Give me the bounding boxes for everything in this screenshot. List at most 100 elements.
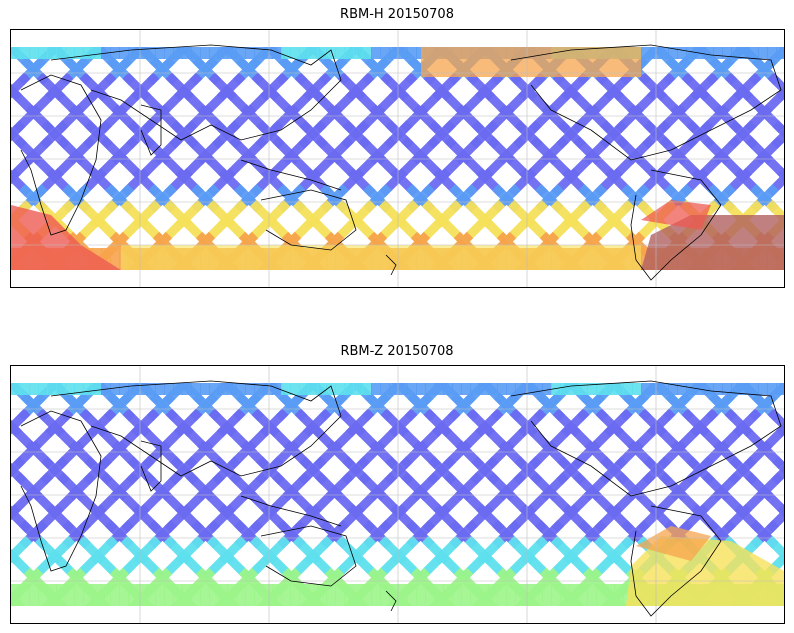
swath-polar-cell-north (182, 47, 192, 59)
swath-polar-cell-south (101, 584, 111, 606)
swath-polar-cell-south (587, 584, 597, 606)
swath-polar-cell-south (371, 584, 381, 606)
coastline-path (140, 104, 162, 156)
swath-polar-cell-south (29, 584, 39, 606)
swath-polar-cell-north (209, 47, 219, 59)
swath-polar-cell-south (290, 584, 300, 606)
swath-polar-cell-south (11, 584, 21, 606)
swath-polar-cell-south (110, 248, 120, 270)
hotspot-north-pacific (421, 47, 641, 77)
swath-polar-cell-north (200, 47, 210, 59)
swath-polar-cell-north (380, 383, 390, 395)
swath-polar-cell-north (38, 47, 48, 59)
swath-polar-cell-north (560, 383, 570, 395)
swath-polar-cell-north (758, 383, 768, 395)
coastline-path (630, 505, 722, 617)
swath-polar-cell-north (173, 47, 183, 59)
swath-polar-cell-north (686, 383, 696, 395)
swath-polar-cell-south (443, 584, 453, 606)
coastline-path (240, 159, 342, 191)
swath-polar-cell-south (92, 584, 102, 606)
swath-polar-cell-north (263, 47, 273, 59)
swath-polar-cell-north (92, 383, 102, 395)
swath-polar-cell-north (641, 383, 651, 395)
swath-polar-cell-north (326, 383, 336, 395)
swath-polar-cell-north (83, 47, 93, 59)
swath-polar-cell-north (65, 47, 75, 59)
swath-segment (11, 456, 26, 478)
swath-polar-cell-north (398, 383, 408, 395)
swath-polar-cell-south (425, 584, 435, 606)
swath-polar-cell-south (227, 584, 237, 606)
swath-polar-cell-north (569, 383, 579, 395)
swath-polar-cell-south (137, 584, 147, 606)
hotspot-south-atlantic-core (641, 200, 711, 230)
swath-polar-cell-north (38, 383, 48, 395)
hotspot-south-atlantic (641, 215, 784, 270)
swath-polar-cell-south (569, 584, 579, 606)
swath-polar-cell-north (308, 383, 318, 395)
graticule (11, 30, 784, 287)
swath-polar-cell-north (20, 47, 30, 59)
hotspot-south-atlantic-core (636, 526, 711, 561)
swath-polar-cell-north (137, 47, 147, 59)
swath-polar-cell-south (497, 584, 507, 606)
swath-polar-cell-north (497, 383, 507, 395)
swath-polar-cell-north (740, 47, 750, 59)
graticule (11, 366, 784, 623)
swath-polar-cell-north (83, 383, 93, 395)
swath-polar-cell-south (83, 584, 93, 606)
coastline-path (20, 410, 102, 572)
swath-polar-cell-south (488, 584, 498, 606)
map-title-rbm-h: RBM-H 20150708 (340, 7, 454, 22)
swath-polar-cell-north (632, 383, 642, 395)
swath-polar-cell-north (722, 383, 732, 395)
swath-polar-cell-south (209, 584, 219, 606)
swath-polar-cell-south (470, 584, 480, 606)
swath-polar-cell-north (731, 383, 741, 395)
swath-polar-cell-north (335, 47, 345, 59)
swath-polar-cell-north (218, 47, 228, 59)
swath-map-rbm-h (11, 30, 784, 287)
swath-polar-cell-north (668, 47, 678, 59)
map-title-rbm-z: RBM-Z 20150708 (340, 344, 454, 359)
swath-polar-cell-south (344, 584, 354, 606)
swath-group (11, 383, 784, 606)
swath-polar-cell-north (731, 47, 741, 59)
swath-polar-cell-north (740, 383, 750, 395)
swath-polar-cell-north (281, 383, 291, 395)
swath-polar-cell-south (218, 584, 228, 606)
swath-polar-cell-north (290, 47, 300, 59)
swath-polar-cell-north (677, 383, 687, 395)
swath-polar-cell-north (722, 47, 732, 59)
coastline-path (510, 380, 782, 497)
swath-polar-cell-north (110, 383, 120, 395)
swath-polar-cell-north (173, 383, 183, 395)
swath-polar-cell-north (191, 47, 201, 59)
swath-polar-cell-north (758, 47, 768, 59)
swath-polar-cell-south (542, 584, 552, 606)
swath-polar-cell-north (704, 383, 714, 395)
coastline-path (20, 74, 102, 236)
swath-polar-cell-north (353, 47, 363, 59)
swath-polar-cell-north (452, 383, 462, 395)
swath-polar-cell-north (263, 383, 273, 395)
swath-polar-cell-north (704, 47, 714, 59)
swath-polar-cell-south (56, 584, 66, 606)
swath-polar-cell-north (65, 383, 75, 395)
swath-polar-cell-south (452, 584, 462, 606)
swath-segment (767, 408, 784, 432)
swath-polar-cell-north (461, 383, 471, 395)
swath-group (11, 47, 784, 270)
swath-segment (765, 199, 784, 225)
swath-polar-cell-south (578, 584, 588, 606)
swath-polar-cell-north (236, 47, 246, 59)
swath-segment (772, 456, 784, 475)
swath-segment (765, 535, 784, 561)
swath-polar-cell-north (11, 383, 21, 395)
swath-polar-cell-north (164, 47, 174, 59)
swath-polar-cell-north (335, 383, 345, 395)
swath-polar-cell-north (713, 47, 723, 59)
swath-polar-cell-north (776, 47, 784, 59)
swath-polar-cell-north (650, 47, 660, 59)
